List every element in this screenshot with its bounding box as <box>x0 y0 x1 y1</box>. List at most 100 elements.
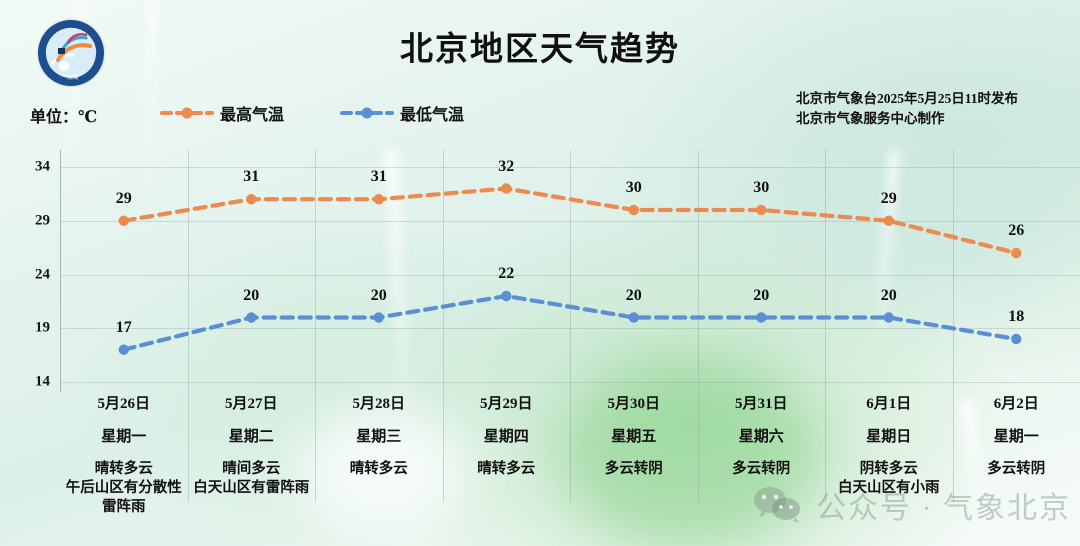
day-condition-label: 阴转多云 白天山区有小雨 <box>838 461 940 496</box>
chart-line-low-temp <box>121 293 1019 352</box>
chart-data-point[interactable] <box>373 194 384 205</box>
day-weekday-label: 星期日 <box>866 429 912 445</box>
issuer-line-1: 北京市气象台2025年5月25日11时发布 <box>795 91 1018 106</box>
day-column[interactable]: 6月1日星期日阴转多云 白天山区有小雨 <box>825 394 953 498</box>
day-condition-label: 晴转多云 <box>349 461 408 477</box>
chart-data-point[interactable] <box>501 183 512 194</box>
day-column[interactable]: 5月31日星期六多云转阴 <box>698 394 826 479</box>
chart-gridline <box>60 274 1080 276</box>
chart-point-label: 31 <box>243 168 260 186</box>
chart-point-label: 20 <box>243 286 260 304</box>
day-date-label: 5月29日 <box>479 396 533 412</box>
y-axis-line <box>60 150 61 392</box>
chart-data-point[interactable] <box>756 204 767 216</box>
day-weekday-label: 星期三 <box>356 429 402 445</box>
day-weekday-label: 星期一 <box>993 429 1039 445</box>
day-column[interactable]: 5月29日星期四晴转多云 <box>443 394 571 479</box>
day-column[interactable]: 5月30日星期五多云转阴 <box>570 394 698 479</box>
chart-point-label: 26 <box>1008 222 1025 239</box>
chart-point-label: 29 <box>115 189 132 207</box>
legend-label-low-temp: 最低气温 <box>400 107 465 124</box>
chart-legend: 最高气温 最低气温 <box>160 101 464 125</box>
meteorological-service-logo: 气象局 <box>38 20 104 86</box>
day-weekday-label: 星期五 <box>611 429 657 445</box>
chart-data-point[interactable] <box>628 312 639 323</box>
y-axis-tick-label: 34 <box>35 158 50 175</box>
chart-data-point[interactable] <box>1011 333 1022 345</box>
chart-point-label: 30 <box>625 179 642 196</box>
chart-gridline <box>60 382 1080 383</box>
chart-column-separator <box>952 150 954 502</box>
day-column[interactable]: 5月27日星期二晴间多云 白天山区有雷阵雨 <box>188 394 316 498</box>
chart-data-point[interactable] <box>246 312 257 323</box>
day-condition-label: 多云转阴 <box>987 461 1046 477</box>
day-condition-label: 晴转多云 午后山区有分散性 雷阵雨 <box>65 461 182 515</box>
chart-point-label: 20 <box>880 286 897 304</box>
svg-text:气象局: 气象局 <box>63 74 78 81</box>
chart-data-point[interactable] <box>628 204 639 216</box>
chart-data-point[interactable] <box>373 312 384 323</box>
legend-label-high-temp: 最高气温 <box>220 107 285 124</box>
chart-gridline <box>60 328 1080 330</box>
issuer-line-2: 北京市气象服务中心制作 <box>795 111 945 126</box>
day-date-label: 6月1日 <box>866 396 912 412</box>
page-title: 北京地区天气趋势 <box>400 32 680 68</box>
chart-point-label: 29 <box>880 189 897 207</box>
legend-marker-high-icon <box>160 107 214 119</box>
day-date-label: 6月2日 <box>993 396 1039 412</box>
chart-column-separator <box>315 150 316 502</box>
chart-point-label: 32 <box>498 157 515 175</box>
chart-gridline <box>60 220 1080 222</box>
chart-column-separator <box>570 150 571 502</box>
chart-point-label: 31 <box>370 168 387 186</box>
chart-column-separator <box>60 150 61 392</box>
day-date-label: 5月28日 <box>352 396 405 412</box>
day-weekday-label: 星期四 <box>483 429 529 445</box>
chart-data-point[interactable] <box>118 344 129 355</box>
day-weekday-label: 星期二 <box>228 429 274 445</box>
y-axis-tick-label: 24 <box>35 266 50 282</box>
legend-marker-low-icon <box>340 107 395 119</box>
day-column[interactable]: 5月26日星期一晴转多云 午后山区有分散性 雷阵雨 <box>60 394 188 517</box>
chart-column-separator <box>442 150 444 502</box>
chart-data-point[interactable] <box>883 215 894 226</box>
y-axis-tick-label: 29 <box>35 212 50 229</box>
chart-data-point[interactable] <box>501 290 512 302</box>
y-axis-tick-label: 19 <box>35 319 50 336</box>
chart-column-separator <box>825 150 826 502</box>
chart-data-point[interactable] <box>756 312 767 323</box>
chart-data-point[interactable] <box>883 312 894 323</box>
chart-data-point[interactable] <box>246 194 257 205</box>
day-condition-label: 多云转阴 <box>604 461 663 477</box>
day-weekday-label: 星期六 <box>738 429 784 445</box>
chart-point-label: 18 <box>1008 308 1025 325</box>
day-column[interactable]: 5月28日星期三晴转多云 <box>315 394 443 479</box>
chart-column-separator <box>697 150 699 502</box>
chart-point-label: 17 <box>115 318 132 336</box>
issuer-info: 北京市气象台2025年5月25日11时发布 北京市气象服务中心制作 <box>796 89 1018 129</box>
day-date-label: 5月30日 <box>607 396 660 412</box>
day-column[interactable]: 6月2日星期一多云转阴 <box>953 394 1080 479</box>
day-condition-label: 晴转多云 <box>477 461 536 477</box>
chart-data-point[interactable] <box>1011 247 1022 259</box>
day-condition-label: 多云转阴 <box>732 461 791 477</box>
legend-item-low-temp: 最低气温 <box>340 101 464 125</box>
chart-point-label: 30 <box>753 179 770 196</box>
day-date-label: 5月27日 <box>224 396 278 412</box>
chart-data-point[interactable] <box>118 215 129 226</box>
day-date-label: 5月31日 <box>734 396 788 412</box>
chart-point-label: 22 <box>498 265 515 282</box>
day-date-label: 5月26日 <box>97 396 150 412</box>
chart-column-separator <box>187 150 189 502</box>
chart-line-high-temp <box>121 186 1019 256</box>
day-condition-label: 晴间多云 白天山区有雷阵雨 <box>193 461 310 496</box>
day-weekday-label: 星期一 <box>101 429 147 445</box>
unit-label: 单位：℃ <box>30 109 98 126</box>
chart-gridline <box>60 167 1080 168</box>
chart-point-label: 20 <box>370 286 387 304</box>
y-axis-tick-label: 14 <box>35 373 50 390</box>
legend-item-high-temp: 最高气温 <box>160 101 284 125</box>
